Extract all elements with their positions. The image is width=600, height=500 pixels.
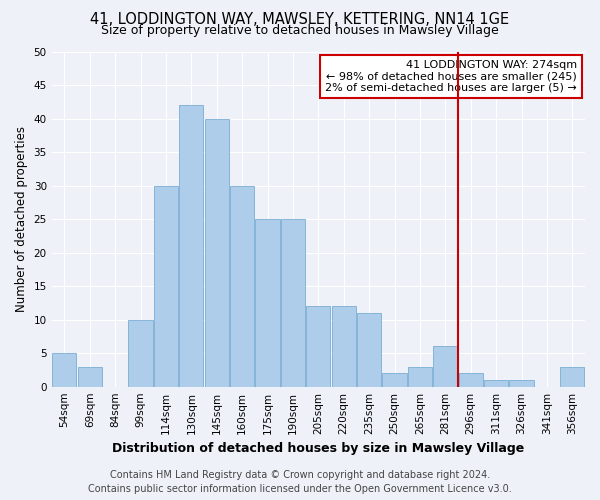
Bar [306, 306, 331, 386]
Bar [458, 374, 483, 386]
Text: 41, LODDINGTON WAY, MAWSLEY, KETTERING, NN14 1GE: 41, LODDINGTON WAY, MAWSLEY, KETTERING, … [91, 12, 509, 28]
Y-axis label: Number of detached properties: Number of detached properties [15, 126, 28, 312]
Bar [77, 366, 102, 386]
Bar [256, 219, 280, 386]
Bar [52, 353, 76, 386]
Bar [433, 346, 457, 387]
Bar [357, 313, 381, 386]
Bar [408, 366, 432, 386]
X-axis label: Distribution of detached houses by size in Mawsley Village: Distribution of detached houses by size … [112, 442, 524, 455]
Text: Size of property relative to detached houses in Mawsley Village: Size of property relative to detached ho… [101, 24, 499, 37]
Bar [179, 105, 203, 386]
Bar [205, 118, 229, 386]
Text: 41 LODDINGTON WAY: 274sqm
← 98% of detached houses are smaller (245)
2% of semi-: 41 LODDINGTON WAY: 274sqm ← 98% of detac… [325, 60, 577, 93]
Bar [484, 380, 508, 386]
Bar [332, 306, 356, 386]
Bar [128, 320, 152, 386]
Bar [382, 374, 407, 386]
Bar [230, 186, 254, 386]
Bar [509, 380, 533, 386]
Bar [154, 186, 178, 386]
Text: Contains HM Land Registry data © Crown copyright and database right 2024.
Contai: Contains HM Land Registry data © Crown c… [88, 470, 512, 494]
Bar [560, 366, 584, 386]
Bar [281, 219, 305, 386]
